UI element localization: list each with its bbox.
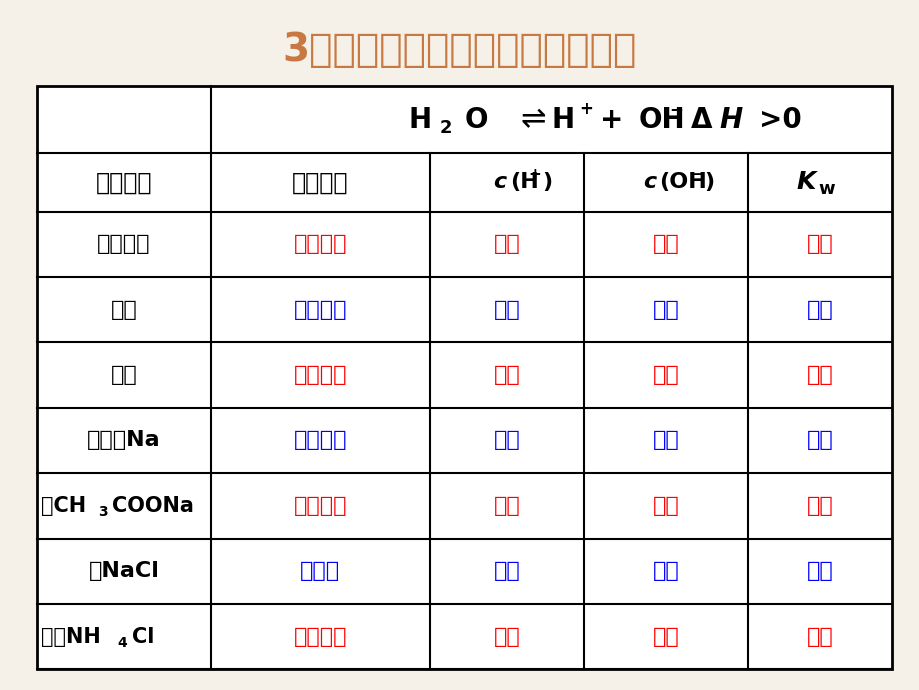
Text: 向右移动: 向右移动 — [293, 496, 346, 516]
Text: 2: 2 — [439, 119, 451, 137]
Text: +: + — [528, 167, 540, 181]
Text: 升高温度: 升高温度 — [97, 235, 151, 255]
Text: 加碱: 加碱 — [110, 365, 137, 385]
Text: −: − — [688, 167, 701, 181]
Text: 不变: 不变 — [652, 561, 679, 581]
Text: 加金属Na: 加金属Na — [87, 431, 161, 451]
Text: +: + — [599, 106, 622, 134]
Text: 增大: 增大 — [493, 299, 519, 319]
Text: 向左移动: 向左移动 — [293, 365, 346, 385]
Text: O: O — [464, 106, 487, 134]
Text: 加CH: 加CH — [41, 496, 86, 516]
Text: K: K — [796, 170, 815, 195]
Text: H: H — [408, 106, 432, 134]
Text: c: c — [494, 172, 506, 193]
Text: 不移动: 不移动 — [300, 561, 340, 581]
Text: 加酸: 加酸 — [110, 299, 137, 319]
Text: H: H — [550, 106, 574, 134]
Text: 向右移动: 向右移动 — [293, 627, 346, 647]
Text: 增大: 增大 — [652, 365, 679, 385]
Text: ): ) — [704, 172, 714, 193]
Text: 增大: 增大 — [652, 235, 679, 255]
Text: Δ: Δ — [690, 106, 712, 134]
Text: 增大: 增大 — [493, 235, 519, 255]
Text: 不变: 不变 — [806, 561, 833, 581]
Text: 增大: 增大 — [493, 627, 519, 647]
Text: OH: OH — [639, 106, 685, 134]
Text: 加NaCl: 加NaCl — [88, 561, 159, 581]
Text: 向右移动: 向右移动 — [293, 431, 346, 451]
Text: COONa: COONa — [112, 496, 194, 516]
Text: +: + — [579, 101, 593, 119]
Text: 不变: 不变 — [806, 431, 833, 451]
Text: −: − — [668, 101, 682, 119]
Text: H: H — [719, 106, 742, 134]
Text: 增大: 增大 — [652, 496, 679, 516]
FancyBboxPatch shape — [37, 86, 891, 669]
Text: 不变: 不变 — [806, 299, 833, 319]
Text: w: w — [818, 180, 834, 198]
Text: (H: (H — [509, 172, 538, 193]
Text: c: c — [643, 172, 656, 193]
Text: 向左移动: 向左移动 — [293, 299, 346, 319]
Text: 3: 3 — [98, 505, 108, 519]
Text: 条件变化: 条件变化 — [96, 170, 152, 195]
Text: 不变: 不变 — [493, 561, 519, 581]
Text: 加入NH: 加入NH — [41, 627, 101, 647]
Text: 不变: 不变 — [806, 627, 833, 647]
Text: 4: 4 — [118, 635, 127, 650]
Text: >0: >0 — [758, 106, 800, 134]
Text: 减小: 减小 — [652, 627, 679, 647]
Text: 减小: 减小 — [652, 299, 679, 319]
Text: 增大: 增大 — [652, 431, 679, 451]
Text: 减小: 减小 — [493, 431, 519, 451]
Text: 减小: 减小 — [493, 365, 519, 385]
Text: 3、影响水的电离平衡移动的因素: 3、影响水的电离平衡移动的因素 — [282, 31, 637, 69]
Text: 不变: 不变 — [806, 496, 833, 516]
Text: ): ) — [541, 172, 551, 193]
Text: 不变: 不变 — [806, 365, 833, 385]
Text: 增大: 增大 — [806, 235, 833, 255]
Text: Cl: Cl — [131, 627, 153, 647]
Text: 向右移动: 向右移动 — [293, 235, 346, 255]
Text: ⇌: ⇌ — [520, 106, 545, 135]
Text: (OH: (OH — [659, 172, 707, 193]
Text: 减小: 减小 — [493, 496, 519, 516]
Text: 移动方向: 移动方向 — [291, 170, 348, 195]
